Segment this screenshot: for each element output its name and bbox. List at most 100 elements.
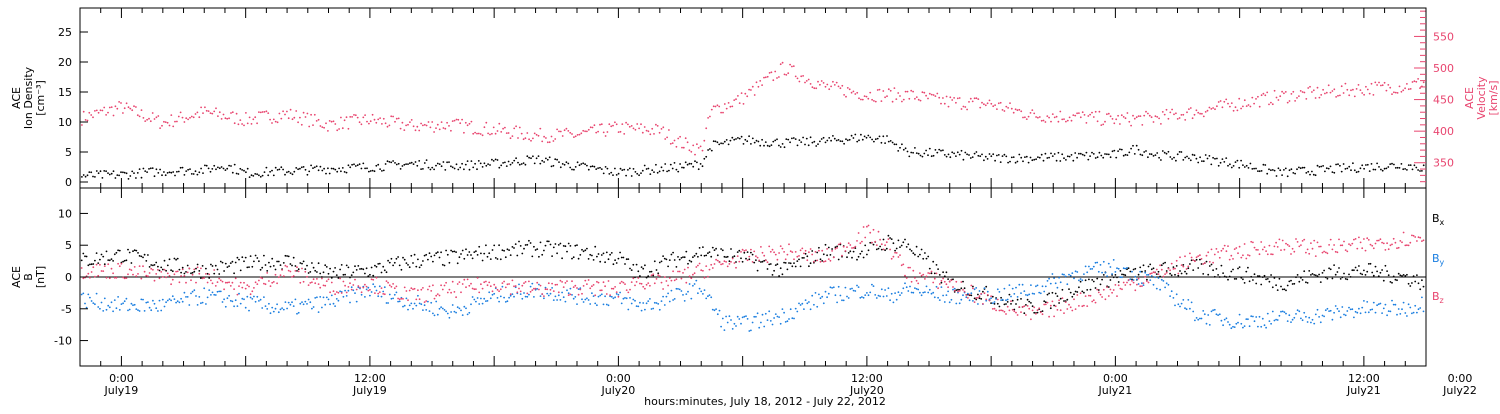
bz-point (755, 255, 757, 258)
bx-point (963, 287, 966, 290)
bz-point (698, 262, 701, 265)
bz-point (1010, 300, 1012, 303)
by-point (1000, 299, 1002, 301)
bz-point (1142, 282, 1145, 284)
bz-point (1107, 295, 1110, 297)
velocity-point (116, 107, 119, 110)
velocity-point (282, 110, 284, 113)
density-point (323, 167, 325, 170)
velocity-point (410, 119, 413, 121)
bz-point (973, 301, 976, 303)
bx-point (1025, 304, 1027, 306)
density-point (1245, 164, 1248, 167)
bz-point (1152, 271, 1155, 274)
density-point (988, 153, 991, 155)
velocity-point (973, 97, 976, 100)
velocity-point (1378, 81, 1380, 84)
bz-point (1412, 234, 1415, 237)
density-point (1188, 157, 1190, 160)
velocity-point (612, 124, 614, 127)
velocity-point (1283, 92, 1285, 95)
bz-point (594, 294, 597, 297)
velocity-point (448, 125, 450, 127)
bz-point (614, 286, 616, 288)
velocity-point (1163, 113, 1166, 116)
density-point (1046, 157, 1049, 159)
by-point (1361, 306, 1364, 309)
by-point (387, 302, 389, 304)
bz-point (922, 273, 925, 276)
density-point (1258, 170, 1261, 173)
bx-point (84, 255, 86, 258)
bz-point (892, 255, 895, 258)
bz-point (478, 291, 481, 294)
bz-point (279, 274, 282, 276)
velocity-point (226, 117, 229, 120)
bz-point (311, 281, 313, 284)
bx-point (1290, 279, 1292, 282)
bx-point (781, 273, 784, 276)
by-point (653, 301, 656, 304)
bx-point (755, 259, 757, 261)
bz-point (246, 284, 249, 286)
bz-point (932, 281, 935, 284)
by-point (677, 288, 679, 290)
density-point (457, 168, 460, 171)
density-point (476, 168, 478, 171)
by-point (685, 293, 688, 295)
velocity-point (271, 122, 273, 124)
bz-point (1321, 251, 1324, 254)
bx-point (186, 264, 189, 267)
density-point (239, 167, 242, 170)
bx-point (851, 256, 853, 259)
by-point (198, 296, 201, 298)
bz-point (82, 277, 85, 280)
bz-point (1167, 267, 1170, 270)
velocity-point (567, 130, 570, 132)
by-point (475, 300, 477, 303)
bx-point (1252, 279, 1254, 281)
by-point (292, 305, 295, 307)
bz-point (1250, 240, 1253, 243)
by-point (337, 299, 340, 302)
velocity-point (522, 138, 525, 141)
density-point (114, 177, 117, 179)
by-point (350, 286, 353, 289)
bz-point (223, 288, 226, 291)
velocity-point (1059, 110, 1062, 113)
bx-point (1232, 268, 1234, 271)
bx-point (763, 259, 766, 262)
bz-point (186, 271, 189, 274)
by-point (251, 298, 254, 300)
by-point (680, 290, 683, 292)
bz-point (148, 272, 151, 274)
velocity-point (867, 97, 870, 100)
by-point (249, 296, 252, 299)
bz-point (461, 283, 464, 285)
density-point (640, 172, 642, 175)
bx-point (1109, 279, 1112, 281)
by-point (243, 298, 245, 301)
velocity-point (846, 87, 849, 89)
bz-point (784, 258, 787, 261)
by-point (190, 292, 192, 295)
density-point (299, 167, 301, 170)
bz-point (1053, 315, 1055, 318)
bx-point (519, 245, 522, 247)
by-point (1097, 270, 1100, 273)
bz-point (991, 308, 994, 310)
by-point (299, 302, 302, 305)
by-point (312, 306, 315, 308)
by-point (509, 294, 512, 297)
velocity-point (146, 118, 149, 121)
velocity-point (798, 80, 801, 83)
density-point (99, 170, 102, 173)
velocity-point (1368, 92, 1371, 95)
bx-point (340, 264, 343, 266)
bx-point (1146, 278, 1148, 281)
bx-point (617, 257, 620, 260)
density-point (108, 173, 111, 176)
bz-point (982, 303, 984, 305)
by-point (837, 285, 840, 288)
